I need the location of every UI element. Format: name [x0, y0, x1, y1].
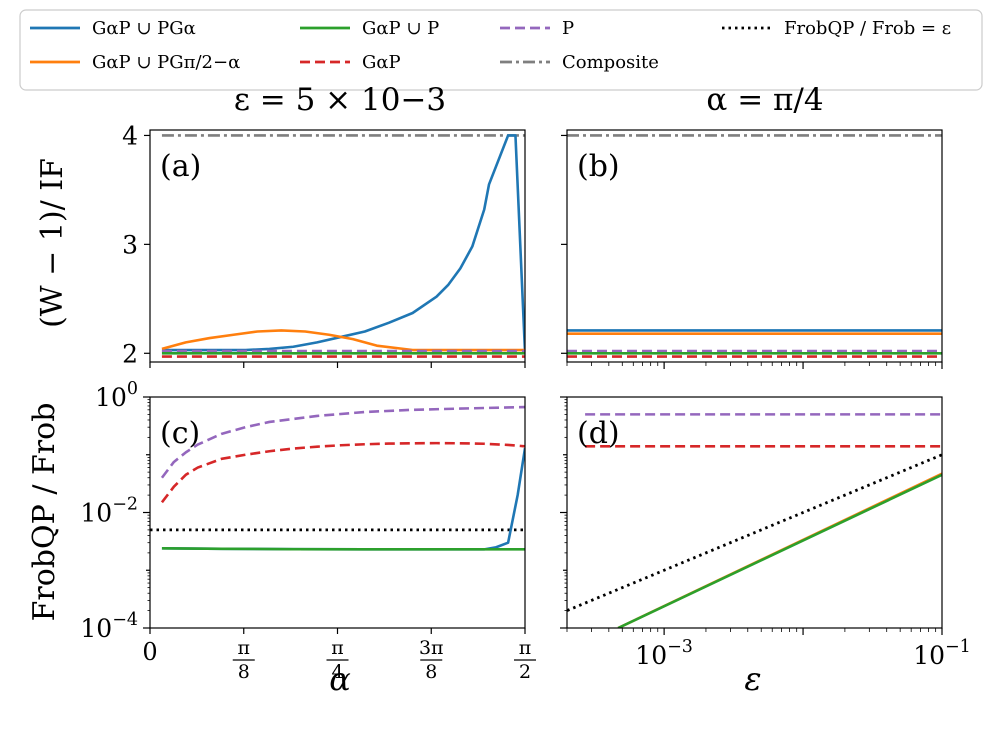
svg-text:8: 8: [238, 661, 250, 683]
svg-text:8: 8: [425, 661, 437, 683]
x-tick-label: 3π8: [419, 637, 444, 683]
panel-a: (a) 2 3 4: [122, 121, 526, 368]
panel-label: (a): [160, 149, 201, 184]
series-red: [160, 441, 525, 504]
svg-text:3π: 3π: [419, 637, 444, 659]
legend-entry: P: [500, 18, 574, 39]
legend-label: GαP ∪ P: [362, 18, 439, 39]
panel-label: (b): [577, 149, 620, 184]
legend-label: GαP ∪ PGπ/2−α: [92, 52, 240, 73]
y-tick-label: 10−2: [80, 495, 138, 528]
series-orange: [161, 329, 525, 352]
svg-text:π: π: [331, 637, 344, 659]
axes-frame: [149, 396, 526, 629]
series-green: [161, 546, 525, 551]
series-blue: [161, 134, 525, 353]
ylabel-top: (W − 1)/ IF: [35, 158, 70, 328]
y-tick-label: 3: [122, 230, 138, 259]
x-tick-label: π4: [326, 637, 349, 683]
svg-text:4: 4: [331, 661, 343, 683]
series-black: [567, 453, 942, 613]
y-tick-label: 10−4: [80, 610, 138, 643]
legend-entry: GαP ∪ P: [300, 18, 439, 39]
series-group: [150, 405, 525, 551]
panel-d: (d) 10−3 10−1: [560, 396, 971, 670]
legend-label: P: [562, 18, 574, 39]
legend-entry: GαP ∪ PGα: [30, 18, 196, 39]
y-tick-label: 2: [122, 339, 138, 368]
column-title-right: α = π/4: [706, 82, 823, 118]
axes-frame: [566, 129, 943, 363]
legend-entry: FrobQP / Frob = ε: [722, 18, 951, 39]
axes-frame: [566, 396, 943, 629]
series-group: [567, 134, 942, 358]
legend-label: FrobQP / Frob = ε: [784, 18, 951, 39]
legend-entry: GαP: [300, 52, 401, 73]
x-tick-label: 0: [142, 638, 157, 666]
series-group: [567, 413, 942, 628]
panel-label: (d): [577, 416, 620, 451]
column-title-left: ε = 5 × 10−3: [234, 82, 446, 118]
panel-b: (b): [561, 129, 943, 369]
legend-entry: Composite: [500, 52, 659, 73]
legend-label: GαP ∪ PGα: [92, 18, 196, 39]
legend-label: Composite: [562, 52, 659, 73]
ylabel-bottom: FrobQP / Frob: [27, 403, 62, 622]
x-tick-label: 10−3: [635, 637, 693, 670]
svg-text:2: 2: [519, 661, 531, 683]
x-tick-label: 10−1: [913, 637, 971, 670]
series-group: [161, 134, 525, 358]
legend-box: [19, 9, 983, 91]
series-purple: [160, 405, 525, 479]
svg-text:π: π: [238, 637, 251, 659]
legend: GαP ∪ PGα GαP ∪ PGπ/2−α GαP ∪ P GαP P Composi…: [30, 18, 951, 73]
y-tick-label: 100: [95, 379, 138, 412]
legend-entry: GαP ∪ PGπ/2−α: [30, 52, 240, 73]
axes-frame: [149, 129, 526, 363]
legend-label: GαP: [362, 52, 401, 73]
x-tick-label: π8: [232, 637, 255, 683]
svg-text:π: π: [519, 637, 532, 659]
xlabel-epsilon: ε: [744, 660, 761, 698]
xlabel-alpha: α: [329, 660, 351, 698]
y-tick-label: 4: [122, 121, 138, 150]
series-green: [617, 473, 942, 628]
panel-label: (c): [160, 416, 200, 451]
x-tick-label: π2: [514, 637, 536, 683]
series-blue: [161, 447, 525, 551]
